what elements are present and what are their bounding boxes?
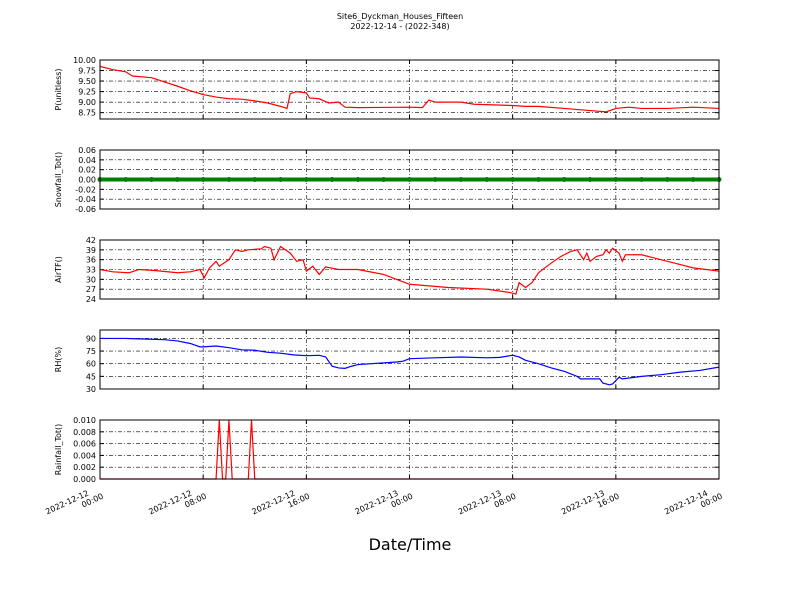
y-tick-label: 27 (86, 285, 96, 294)
data-point (200, 177, 206, 182)
plot-frame (99, 239, 720, 300)
y-tick-label: 39 (86, 246, 96, 255)
data-point (484, 177, 490, 182)
y-tick-label: 24 (86, 295, 96, 304)
y-tick-label: 9.00 (78, 98, 96, 107)
y-tick-label: 33 (86, 266, 96, 275)
x-axis-label: Date/Time (369, 535, 452, 554)
y-tick-label: 30 (86, 385, 96, 394)
data-line (100, 245, 719, 295)
y-tick-label: 0.002 (73, 463, 96, 472)
data-point (278, 177, 284, 182)
data-line (100, 337, 719, 386)
data-point (252, 177, 258, 182)
y-axis-label: RH(%) (54, 347, 63, 372)
y-tick-label: 30 (86, 275, 96, 284)
data-point (639, 177, 645, 182)
y-tick-label: -0.04 (75, 195, 96, 204)
y-tick-label: 45 (86, 372, 96, 381)
data-point (123, 177, 129, 182)
y-tick-label: 0.010 (73, 416, 96, 425)
data-point (381, 177, 387, 182)
y-tick-label: 0.04 (78, 156, 96, 165)
y-axis-label: Snowfall_Tot() (54, 152, 63, 208)
y-tick-label: 60 (86, 360, 96, 369)
data-line (100, 65, 719, 113)
y-tick-label: 9.25 (78, 88, 96, 97)
data-point (303, 177, 309, 182)
data-point (149, 177, 155, 182)
y-tick-label: 90 (86, 334, 96, 343)
data-point (561, 177, 567, 182)
y-tick-label: 0.006 (73, 440, 96, 449)
data-point (355, 177, 361, 182)
y-tick-label: 36 (86, 256, 96, 265)
plot-frame (99, 59, 720, 120)
data-point (535, 177, 541, 182)
y-tick-label: 8.75 (78, 109, 96, 118)
y-tick-label: 0.06 (78, 146, 96, 155)
y-tick-label: 75 (86, 347, 96, 356)
data-point (174, 177, 180, 182)
data-point (690, 177, 696, 182)
plot-frame (99, 149, 720, 210)
data-point (613, 177, 619, 182)
data-point (664, 177, 670, 182)
y-tick-label: -0.06 (75, 205, 96, 214)
y-tick-label: 42 (86, 236, 96, 245)
chart-title: Site6_Dyckman_Houses_Fifteen (337, 12, 463, 21)
y-tick-label: 0.00 (78, 176, 96, 185)
y-tick-label: 10.00 (73, 56, 96, 65)
data-point (226, 177, 232, 182)
data-point (587, 177, 593, 182)
y-axis-label: AirTF() (54, 256, 63, 283)
y-tick-label: 9.75 (78, 67, 96, 76)
y-axis-label: Rainfall_Tot() (54, 424, 63, 476)
y-tick-label: 0.008 (73, 428, 96, 437)
data-point (458, 177, 464, 182)
y-tick-label: 9.50 (78, 77, 96, 86)
plot-frame (99, 419, 720, 480)
y-tick-label: 0.000 (73, 475, 96, 484)
chart-subtitle: 2022-12-14 - (2022-348) (350, 22, 449, 31)
data-point (510, 177, 516, 182)
plot-frame (99, 329, 720, 390)
y-axis-label: P(unitless) (54, 68, 63, 110)
y-tick-label: 0.004 (73, 451, 96, 460)
data-point (432, 177, 438, 182)
y-tick-label: -0.02 (75, 185, 96, 194)
y-tick-label: 0.02 (78, 166, 96, 175)
data-point (407, 177, 412, 182)
data-point (329, 177, 335, 182)
